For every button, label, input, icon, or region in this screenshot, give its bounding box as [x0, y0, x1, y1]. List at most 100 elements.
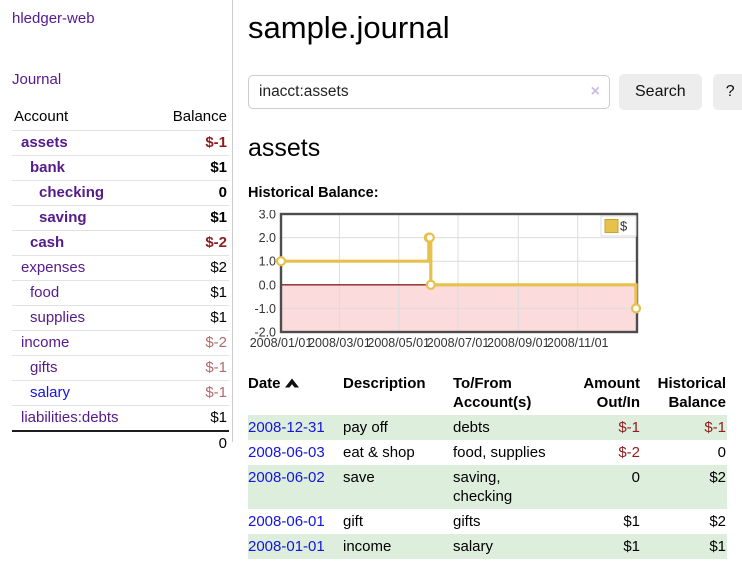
chart-ytick-label: 0.0 — [259, 278, 276, 292]
register-date-link[interactable]: 2008-12-31 — [248, 419, 325, 436]
account-link[interactable]: saving — [39, 209, 87, 226]
register-date-link[interactable]: 2008-06-01 — [248, 513, 325, 530]
accounts-total-value: 0 — [153, 430, 229, 455]
chart-ytick-label: 1.0 — [259, 255, 276, 269]
nav-journal-link[interactable]: Journal — [12, 71, 62, 88]
chart-legend-label: $ — [620, 219, 628, 234]
register-col-date[interactable]: Date — [248, 372, 343, 415]
app-brand-link[interactable]: hledger-web — [12, 10, 95, 27]
chart-legend-swatch — [604, 219, 619, 233]
register-accounts: food, supplies — [453, 444, 546, 461]
register-amount: $-1 — [618, 419, 640, 436]
chart-point — [630, 303, 642, 314]
chart-xtick-label: 2008/07/01 — [427, 336, 490, 350]
register-row: 2008-12-31 pay off debts $-1 $-1 — [248, 415, 727, 440]
register-description: eat & shop — [343, 444, 415, 461]
sort-ascending-icon — [284, 374, 299, 393]
register-row: 2008-06-02 save saving, checking 0 $2 — [248, 465, 727, 509]
account-balance: $-2 — [153, 330, 229, 356]
register-amount: $-2 — [618, 444, 640, 461]
account-row: bank $1 — [12, 155, 229, 181]
chart-point — [425, 279, 436, 290]
register-col-balance: Historical Balance — [657, 375, 726, 411]
account-row: salary $-1 — [12, 380, 229, 406]
chart-ytick-label: 3.0 — [259, 210, 276, 222]
register-accounts: saving, checking — [453, 469, 513, 505]
chart-xtick-label: 2008/09/01 — [487, 336, 550, 350]
register-amount: 0 — [631, 469, 640, 486]
page-title: sample.journal — [248, 10, 450, 45]
account-link[interactable]: supplies — [30, 309, 86, 326]
register-balance: 0 — [717, 444, 726, 461]
register-description: income — [343, 538, 392, 555]
chart-xtick-label: 2008/05/01 — [367, 336, 430, 350]
search-form: × Search ? — [248, 74, 742, 110]
chart-legend: $ — [600, 215, 637, 237]
register-table: Date Description To/From Account(s) Amou… — [248, 372, 727, 559]
register-date-cell: 2008-12-31 — [248, 415, 343, 440]
help-button[interactable]: ? — [712, 74, 742, 110]
account-row: cash $-2 — [12, 230, 229, 256]
register-description: pay off — [343, 419, 388, 436]
register-col-description: Description — [343, 375, 426, 392]
account-link[interactable]: liabilities:debts — [21, 409, 119, 426]
register-description: save — [343, 469, 375, 486]
account-link[interactable]: checking — [39, 184, 105, 201]
register-balance: $2 — [709, 469, 726, 486]
register-date-cell: 2008-06-02 — [248, 465, 343, 509]
accounts-table: Account Balance assets $-1 bank $1 check… — [12, 104, 229, 455]
account-row: liabilities:debts $1 — [12, 405, 229, 431]
account-balance: 0 — [153, 180, 229, 206]
app-root: hledger-web Journal Account Balance asse… — [0, 0, 742, 559]
account-balance: $-1 — [153, 130, 229, 156]
register-row: 2008-06-01 gift gifts $1 $2 — [248, 509, 727, 534]
account-balance: $1 — [153, 405, 229, 431]
register-balance: $-1 — [704, 419, 726, 436]
accounts-total-row: 0 — [12, 430, 229, 455]
account-row: gifts $-1 — [12, 355, 229, 381]
chart-ytick-label: 2.0 — [259, 231, 276, 245]
chart-xtick-label: 2008/01/01 — [250, 336, 313, 350]
account-row: checking 0 — [12, 180, 229, 206]
account-link[interactable]: cash — [30, 234, 65, 251]
accounts-col-balance: Balance — [172, 108, 227, 125]
account-link[interactable]: bank — [30, 159, 66, 176]
account-row: income $-2 — [12, 330, 229, 356]
search-button[interactable]: Search — [619, 74, 702, 110]
register-date-cell: 2008-06-01 — [248, 509, 343, 534]
register-row: 2008-01-01 income salary $1 $1 — [248, 534, 727, 559]
register-accounts: debts — [453, 419, 490, 436]
account-balance: $-2 — [153, 230, 229, 256]
register-date-cell: 2008-01-01 — [248, 534, 343, 559]
chart-point — [424, 232, 435, 243]
register-accounts: salary — [453, 538, 494, 555]
register-date-cell: 2008-06-03 — [248, 440, 343, 465]
account-link[interactable]: income — [21, 334, 70, 351]
register-account-heading: assets — [248, 134, 321, 162]
clear-search-icon[interactable]: × — [590, 83, 600, 100]
sidebar: hledger-web Journal Account Balance asse… — [0, 0, 233, 455]
register-col-amount: Amount Out/In — [583, 375, 640, 411]
account-row: assets $-1 — [12, 130, 229, 156]
register-date-link[interactable]: 2008-06-02 — [248, 469, 325, 486]
account-link[interactable]: gifts — [30, 359, 58, 376]
search-input[interactable] — [248, 75, 610, 109]
account-balance: $1 — [153, 205, 229, 231]
accounts-header-row: Account Balance — [12, 104, 229, 131]
chart-ytick-label: -2.0 — [254, 326, 276, 340]
account-row: food $1 — [12, 280, 229, 306]
register-header-row: Date Description To/From Account(s) Amou… — [248, 372, 727, 415]
register-date-link[interactable]: 2008-01-01 — [248, 538, 325, 555]
register-date-link[interactable]: 2008-06-03 — [248, 444, 325, 461]
accounts-col-account: Account — [14, 108, 69, 125]
account-balance: $1 — [153, 280, 229, 306]
register-accounts: gifts — [453, 513, 481, 530]
account-link[interactable]: expenses — [21, 259, 86, 276]
register-amount: $1 — [623, 513, 640, 530]
account-balance: $1 — [153, 155, 229, 181]
account-link[interactable]: salary — [30, 384, 71, 401]
account-link[interactable]: food — [30, 284, 60, 301]
account-link[interactable]: assets — [21, 134, 68, 151]
historical-balance-chart: $3.0 2.0 1.0 0.0 -1.0 -2.0 2008/01/01 2008/03/0… — [244, 210, 742, 358]
register-amount: $1 — [623, 538, 640, 555]
